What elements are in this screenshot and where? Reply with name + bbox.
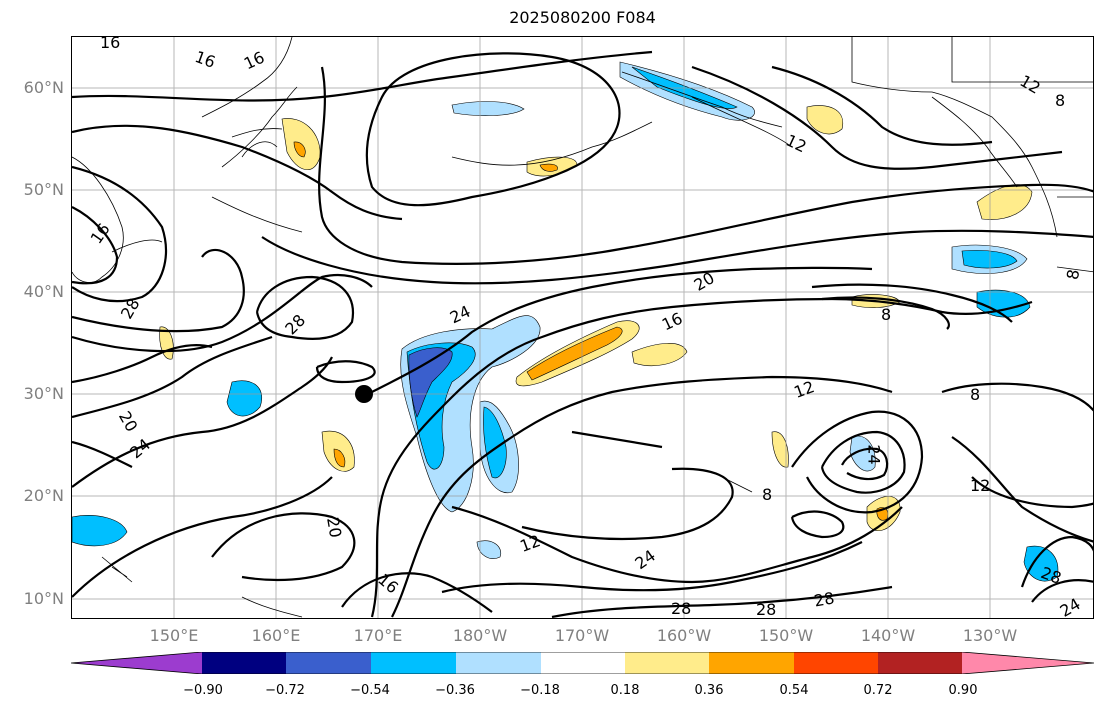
colorbar-segment <box>878 652 962 674</box>
lon-label-160e: 160°E <box>251 626 301 645</box>
shade-positive-main-core <box>526 326 623 381</box>
contour-label: 16 <box>192 47 218 72</box>
contour-label: 24 <box>126 434 155 463</box>
storm-position-dot <box>355 385 373 403</box>
lat-label-60n: 60°N <box>23 78 64 97</box>
map-panel: 16 16 16 16 12 8 12 20 16 24 28 28 20 24… <box>71 36 1094 619</box>
shade-positive-kamchatka-core <box>293 141 306 158</box>
lat-label-10n: 10°N <box>23 589 64 608</box>
shade-negative-deep <box>408 347 453 418</box>
contour-label: 8 <box>970 385 981 404</box>
colorbar-tick: 0.54 <box>779 683 809 698</box>
colorbar-tick: −0.54 <box>350 683 390 698</box>
lat-label-40n: 40°N <box>23 282 64 301</box>
colorbar-tick: −0.36 <box>435 683 475 698</box>
contour-label: 12 <box>517 531 543 556</box>
map-svg <box>72 37 1093 618</box>
map-title: 2025080200 F084 <box>509 8 656 27</box>
lat-label-30n: 30°N <box>23 384 64 403</box>
shade-negative-sw <box>72 515 128 547</box>
shade-negative-se <box>1023 545 1059 582</box>
contour-label: 24 <box>446 301 474 328</box>
colorbar-extend-max <box>962 652 1094 674</box>
contour-label: 28 <box>1038 563 1064 588</box>
contour-label: 28 <box>812 588 836 611</box>
colorbar-segment <box>456 652 541 674</box>
lon-label-160w: 160°W <box>656 626 712 645</box>
colorbar-tick: −0.72 <box>265 683 305 698</box>
contour-label: 28 <box>116 294 144 323</box>
lon-label-170e: 170°E <box>353 626 403 645</box>
contour-label: 20 <box>323 515 346 540</box>
colorbar-segment <box>794 652 878 674</box>
contour-label: 28 <box>756 600 777 619</box>
contour-label: 28 <box>671 599 692 618</box>
shade-positive-east <box>631 343 688 366</box>
shade-positive-westpac-core <box>333 448 346 468</box>
colorbar-tick: 0.72 <box>863 683 893 698</box>
lat-label-20n: 20°N <box>23 486 64 505</box>
contour-label: 8 <box>1062 267 1084 282</box>
contour-labels: 16 16 16 16 12 8 12 20 16 24 28 28 20 24… <box>72 37 1093 618</box>
shade-negative-west <box>226 380 262 417</box>
colorbar-extend-min <box>71 652 202 674</box>
contour-label: 16 <box>86 219 114 248</box>
contours <box>72 50 1093 618</box>
lon-label-140w: 140°W <box>860 626 916 645</box>
contour-label: 8 <box>1055 91 1066 110</box>
colorbar-tick: 0.90 <box>948 683 978 698</box>
colorbar-segment <box>709 652 794 674</box>
contour-label: 16 <box>374 569 403 598</box>
shade-positive-alaska <box>806 105 844 135</box>
colorbar-tick: 0.36 <box>694 683 724 698</box>
coastlines <box>72 37 1093 618</box>
shade-positive-tropics <box>771 431 789 468</box>
lon-label-180w: 180°W <box>452 626 508 645</box>
shade-negative-south-core <box>483 406 507 479</box>
lon-label-170w: 170°W <box>554 626 610 645</box>
contour-label: 20 <box>690 268 718 295</box>
contour-label: 12 <box>970 476 991 495</box>
lat-label-50n: 50°N <box>23 180 64 199</box>
graticule <box>72 37 1093 618</box>
colorbar-segment <box>286 652 371 674</box>
colorbar-segment <box>541 652 625 674</box>
contour-label: 24 <box>864 444 884 465</box>
contour-label: 28 <box>281 310 310 339</box>
shade-positive-npac-core <box>539 163 558 172</box>
lon-label-130w: 130°W <box>962 626 1018 645</box>
contour-label: 24 <box>631 545 659 574</box>
colorbar-tick: −0.90 <box>183 683 223 698</box>
contour-label: 16 <box>240 47 268 74</box>
colorbar-segment <box>625 652 709 674</box>
colorbar-segment <box>371 652 456 674</box>
contour-label: 12 <box>782 130 810 157</box>
shade-negative-center <box>849 435 876 472</box>
colorbar-segment <box>202 652 286 674</box>
contour-label: 12 <box>1016 71 1044 98</box>
contour-label: 16 <box>658 308 686 335</box>
lon-label-150e: 150°E <box>149 626 199 645</box>
lon-label-150w: 150°W <box>758 626 814 645</box>
contour-label: 12 <box>791 377 817 402</box>
contour-label: 24 <box>1056 594 1084 619</box>
contour-label: 20 <box>114 407 142 436</box>
colorbar-tick: 0.18 <box>610 683 640 698</box>
colorbar <box>71 652 1094 674</box>
contour-label: 8 <box>881 305 892 324</box>
contour-label: 16 <box>100 36 121 52</box>
contour-label: 8 <box>762 485 773 504</box>
colorbar-tick: −0.18 <box>520 683 560 698</box>
